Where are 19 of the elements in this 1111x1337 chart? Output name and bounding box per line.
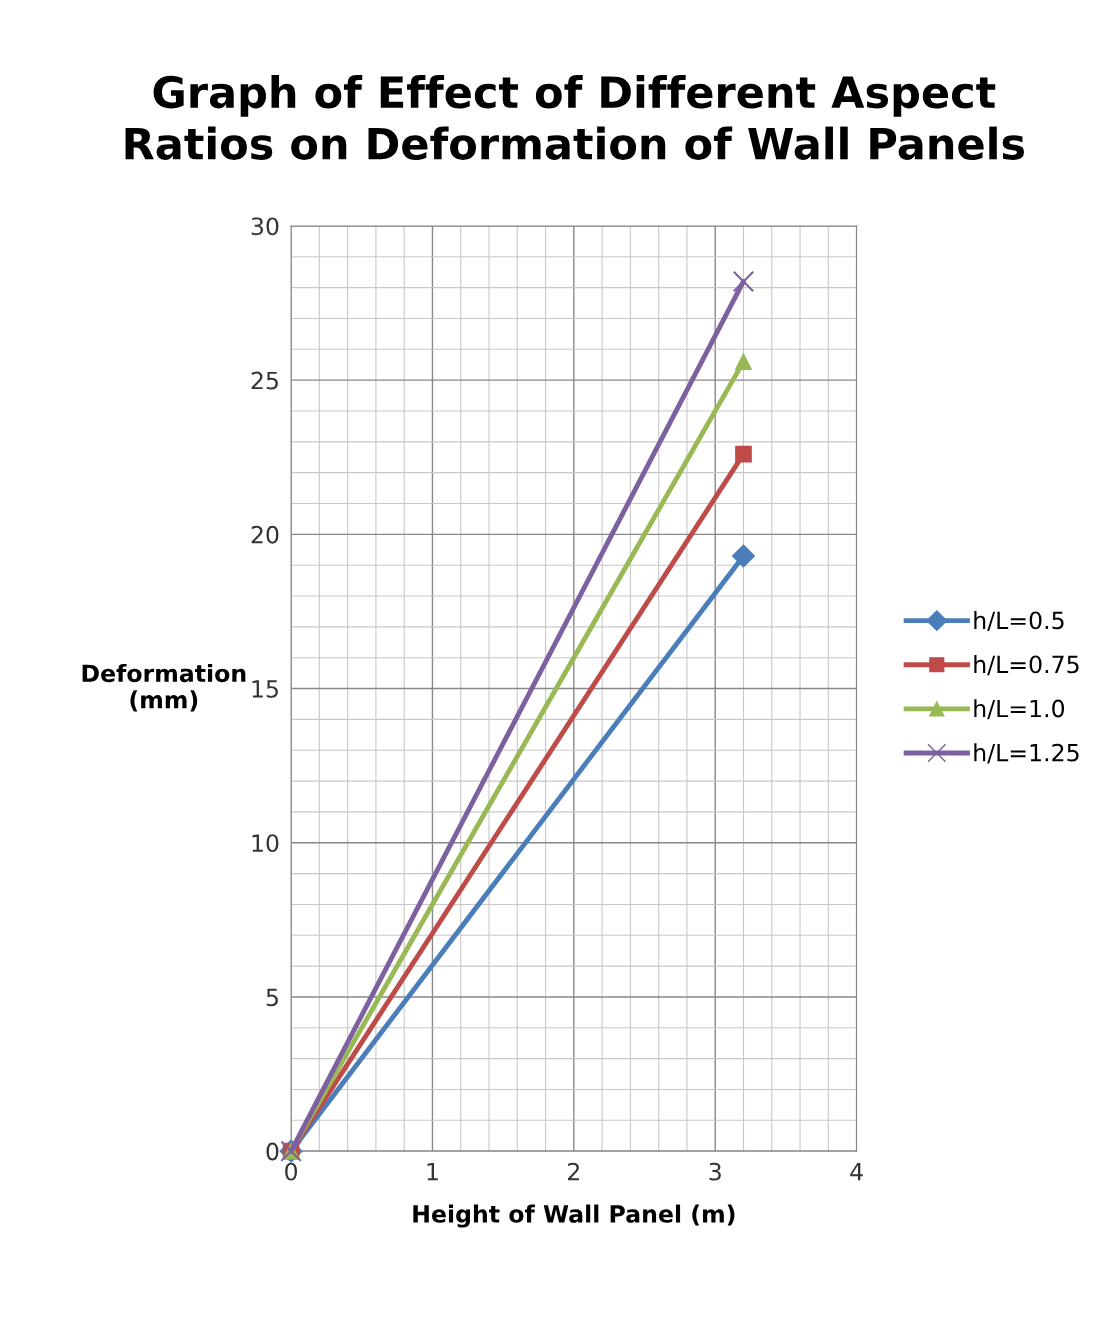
legend-label: h/L=1.0	[974, 699, 1065, 720]
x-tick-label: 4	[850, 1162, 863, 1181]
legend-label: h/L=0.5	[974, 610, 1064, 632]
y-tick-label: 0	[266, 1142, 279, 1161]
x-tick-label: 2	[568, 1162, 579, 1181]
y-axis-title: Deformation (mm)	[82, 663, 246, 712]
legend-label: h/L=1.25	[974, 743, 1079, 764]
x-tick-label: 3	[709, 1162, 721, 1181]
chart-title: Graph of Effect of Different Aspect Ratios on Deformation of Wall Panels	[125, 75, 1025, 160]
y-tick-label: 20	[251, 525, 279, 544]
x-tick-label: 1	[427, 1162, 438, 1181]
y-tick-label: 5	[266, 988, 278, 1007]
legend-label: h/L=0.75	[974, 655, 1079, 676]
y-tick-label: 10	[252, 834, 279, 853]
y-tick-label: 15	[252, 680, 278, 698]
y-tick-label: 25	[251, 371, 278, 390]
y-tick-label: 30	[251, 217, 279, 236]
x-axis-title: Height of Wall Panel (m)	[413, 1204, 735, 1228]
x-tick-label: 0	[285, 1162, 298, 1181]
